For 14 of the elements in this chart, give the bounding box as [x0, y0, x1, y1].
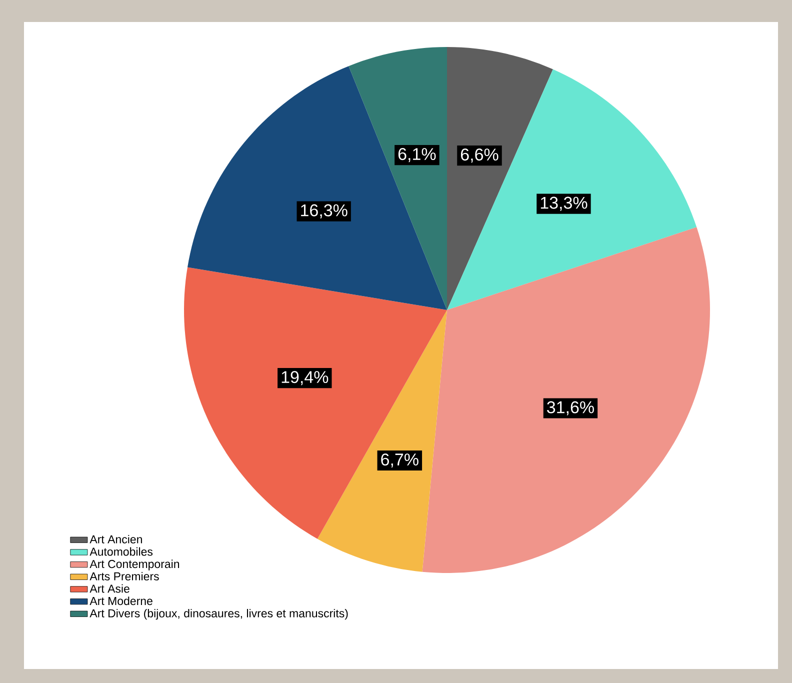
- data-label: 19,4%: [282, 371, 328, 386]
- data-label: 31,6%: [547, 401, 594, 416]
- data-label: 13,3%: [540, 196, 588, 211]
- data-label: 6,7%: [381, 454, 418, 468]
- legend-label: Art Divers (bijoux, dinosaures, livres et manuscrits): [90, 608, 348, 620]
- data-label: 16,3%: [301, 204, 348, 218]
- legend-label: Art Moderne: [90, 596, 152, 606]
- legend-label: Arts Premiers: [90, 572, 159, 580]
- legend-label: Art Ancien: [90, 534, 142, 544]
- legend-label: Art Asie: [90, 584, 130, 593]
- data-label: 6,1%: [398, 148, 436, 162]
- legend-label: Art Contemporain: [90, 560, 180, 570]
- legend-label: Automobiles: [90, 547, 153, 556]
- data-label: 6,6%: [460, 148, 498, 163]
